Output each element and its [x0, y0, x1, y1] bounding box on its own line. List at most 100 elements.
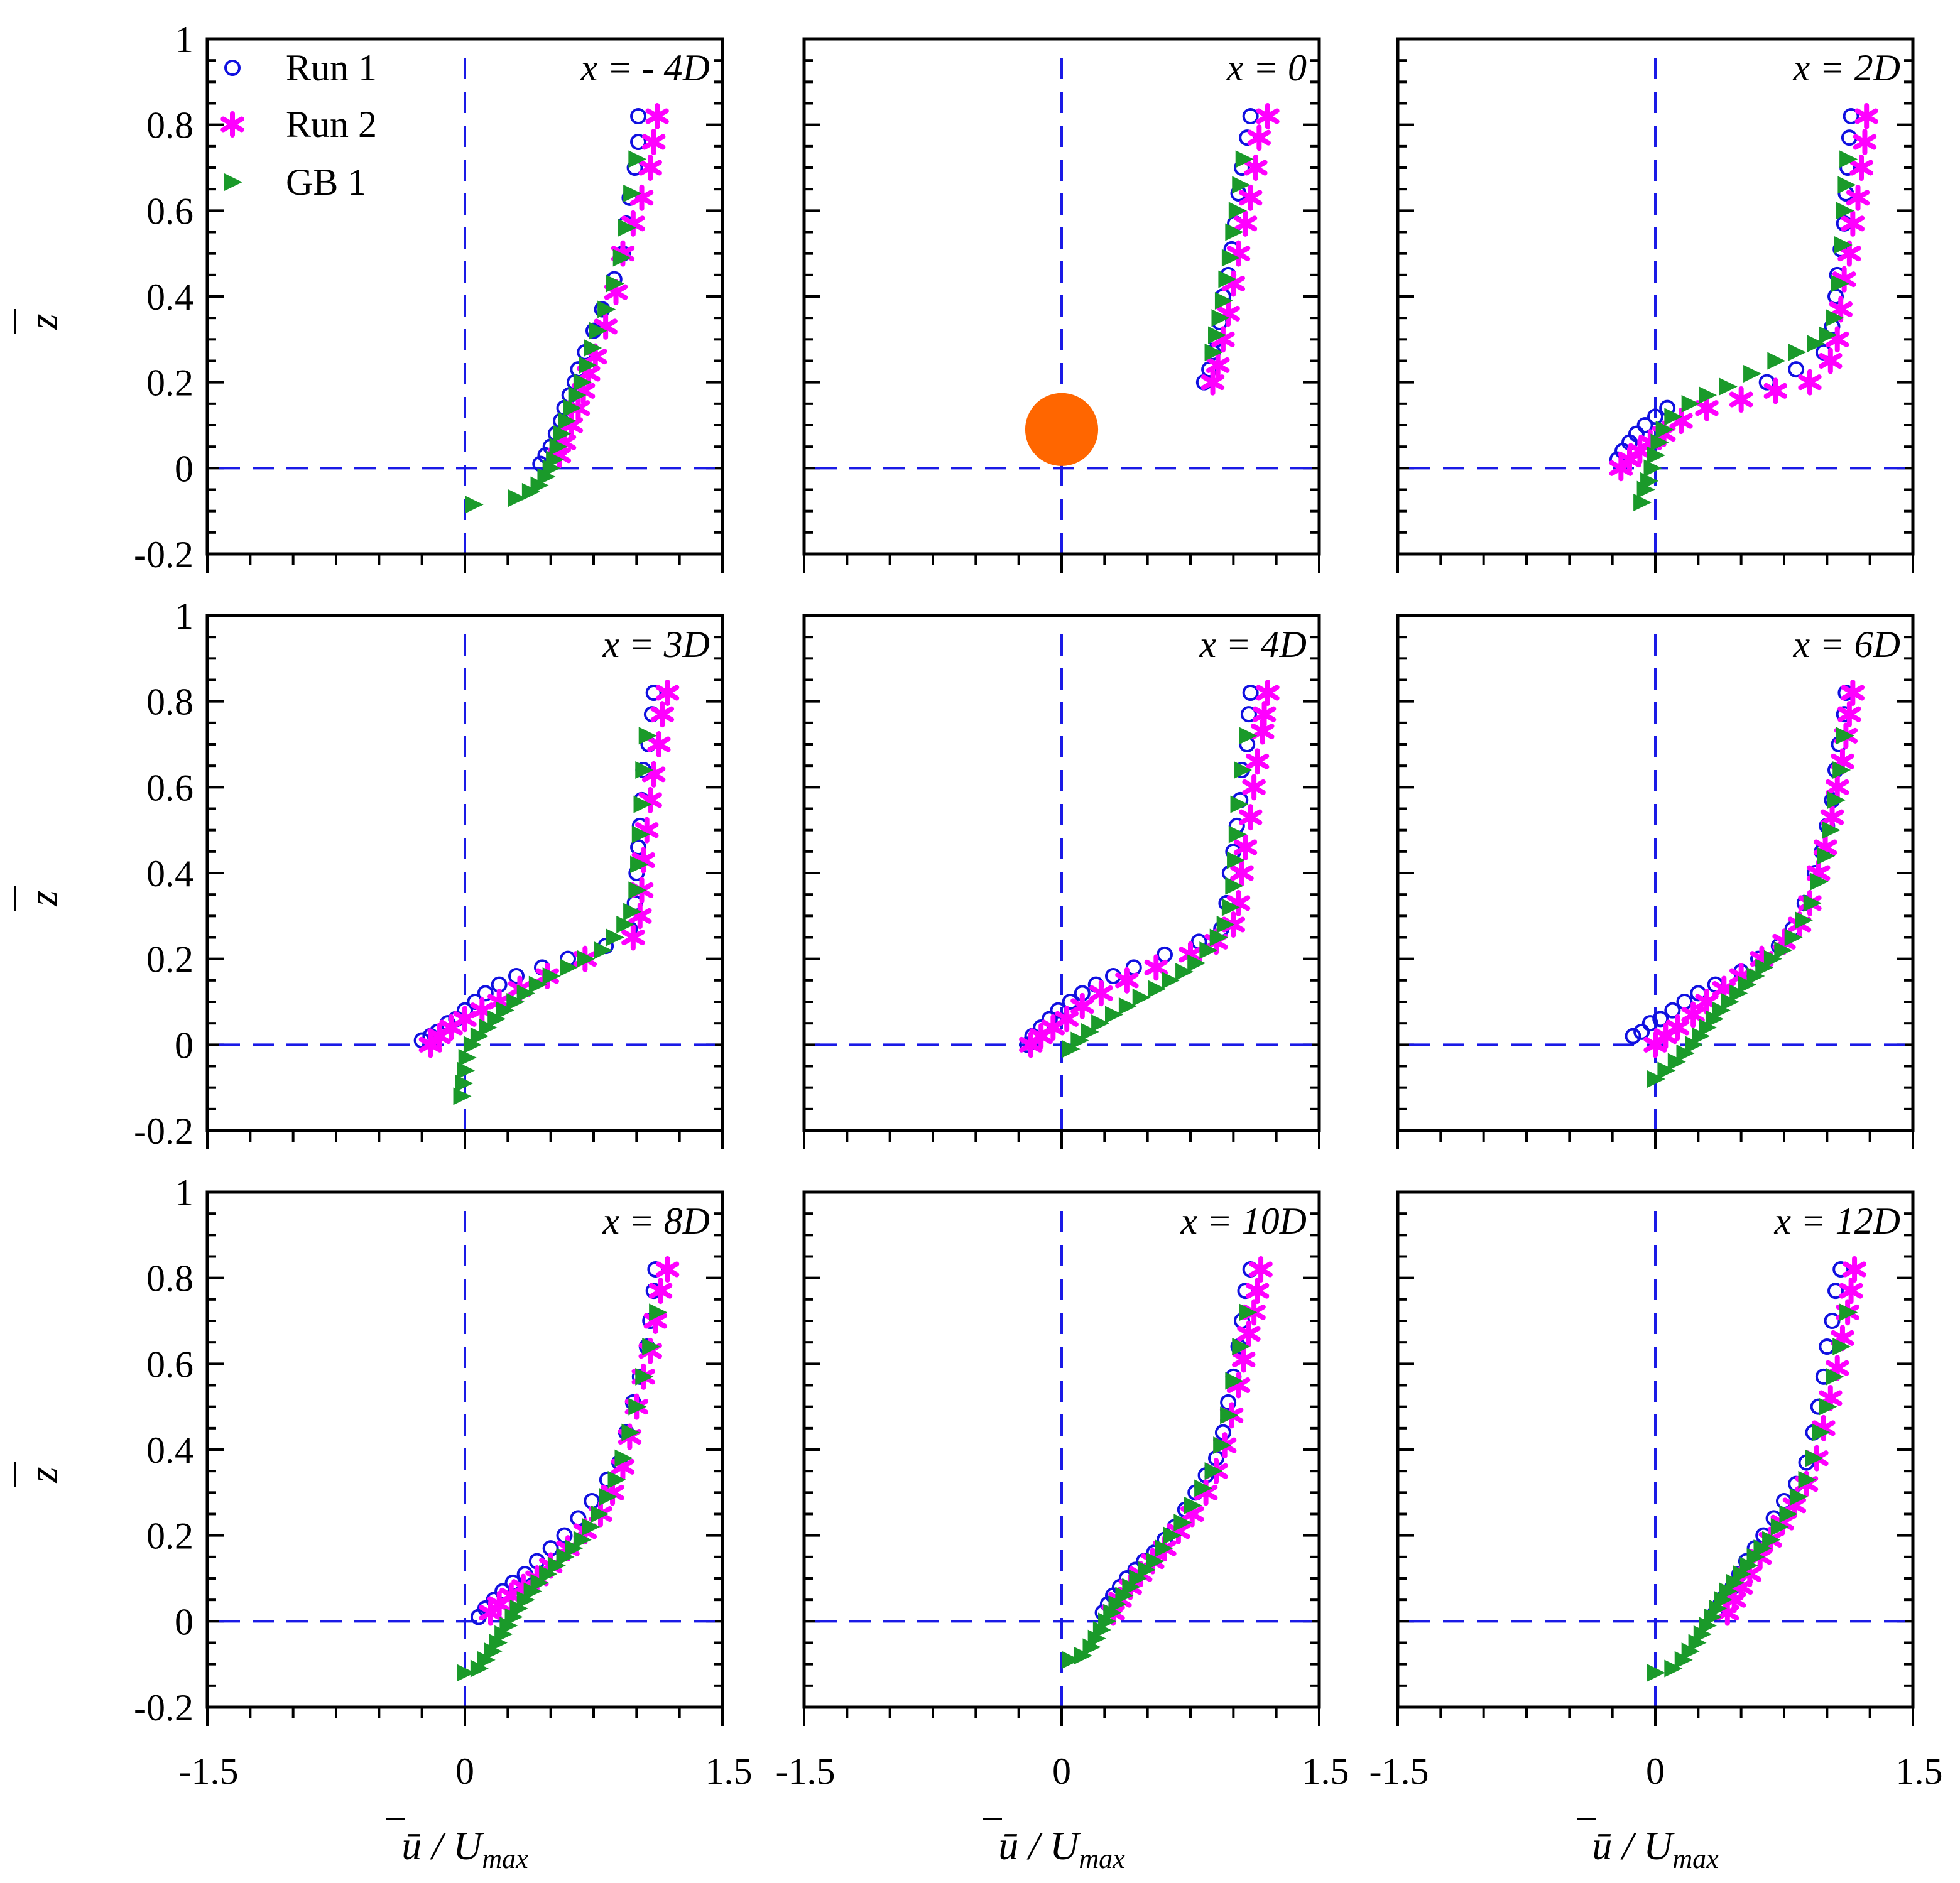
run2-point [1245, 748, 1270, 775]
gb1-point [606, 928, 624, 947]
panel-frame [205, 1190, 724, 1709]
run1-point [630, 134, 647, 150]
panels: x = - 4D -0.2 0 0.2 0.4 0.6 0.8 1 x = 0 x = 2D x =… [134, 19, 1942, 1792]
run2-point-stroke [1812, 1420, 1836, 1436]
gb1-point [1199, 941, 1218, 959]
gb1-point [1822, 821, 1841, 839]
x-tick-labels: -1.5 0 1.5 [1369, 1750, 1943, 1792]
gb1-point [628, 150, 647, 168]
y-tick-label: 0.4 [146, 1430, 193, 1471]
run2-point-stroke [1628, 443, 1652, 459]
gb1-point [1726, 1573, 1745, 1592]
gb1-point [1721, 993, 1740, 1011]
gb1-point [1826, 309, 1844, 327]
gb1-point [1740, 1556, 1758, 1575]
y-tick-labels: -0.2 0 0.2 0.4 0.6 0.8 1 [134, 595, 193, 1152]
run1-point [647, 1261, 664, 1278]
gb1-point [560, 958, 578, 977]
run2-point-stroke [1643, 1036, 1667, 1053]
run1-point [1647, 408, 1663, 425]
gb1-point [453, 1087, 472, 1105]
gb1-point [623, 185, 642, 202]
series-run2 [1019, 680, 1280, 1058]
run2-point-stroke [1839, 1283, 1863, 1299]
run2-point [1206, 352, 1230, 379]
gb1-point [1699, 1019, 1717, 1036]
gb1-point [1146, 1552, 1165, 1570]
gb1-point [1743, 365, 1762, 383]
gb1-point [631, 825, 650, 844]
y-axis-label-text: z [21, 890, 65, 906]
gb1-point [618, 219, 636, 237]
run2-point [621, 924, 645, 951]
gb1-point [591, 1505, 609, 1523]
x-tick-label: 0 [455, 1750, 474, 1792]
run2-point [1695, 394, 1719, 421]
run1-point [1240, 706, 1257, 723]
gb1-point [612, 249, 631, 267]
y-axis-label-text: z [21, 313, 65, 330]
gb1-point [494, 1625, 513, 1643]
gb1-point [623, 903, 642, 921]
gb1-point [530, 476, 549, 494]
run2-point-stroke [1729, 391, 1753, 408]
run1-point [1239, 129, 1256, 146]
y-tick-label: 0.6 [146, 1343, 193, 1385]
run2-point-stroke [1665, 1019, 1690, 1036]
x-axis-label-sub: max [1079, 1843, 1125, 1874]
panel-frame [1396, 614, 1915, 1132]
run2-point-stroke [1826, 779, 1849, 795]
run2-point-stroke [1226, 895, 1251, 911]
gb1-point [1640, 472, 1659, 490]
gb1-point [1838, 176, 1856, 194]
series-gb1 [1062, 727, 1258, 1058]
gb1-point [1239, 727, 1258, 745]
run2-point-stroke [638, 160, 662, 176]
panel-label: x = - 4D [580, 47, 710, 89]
gb1-point [477, 1651, 496, 1669]
gb1-point [628, 881, 647, 899]
gb1-point [1699, 386, 1717, 404]
gb1-point [1132, 989, 1151, 1007]
run1-point [556, 1527, 573, 1544]
run2-point-stroke [487, 994, 511, 1010]
run2-point-stroke [1782, 1497, 1807, 1514]
gb1-point [1692, 1027, 1711, 1045]
run2-point [1826, 774, 1849, 801]
gb1-point [1733, 1565, 1751, 1583]
gb1-point [628, 1397, 647, 1416]
gb1-point [516, 1591, 535, 1609]
gb1-point [1681, 1642, 1700, 1661]
gb1-point [1719, 377, 1738, 396]
series-run1 [1609, 108, 1859, 468]
run2-point [1256, 680, 1280, 706]
gb1-point [1709, 1599, 1728, 1617]
gb1-point [616, 916, 635, 933]
gb1-point [1225, 223, 1244, 241]
run1-point [1242, 685, 1259, 701]
gb1-point [489, 1634, 508, 1652]
gb1-point [1839, 1303, 1858, 1321]
run2-point-stroke [1237, 1326, 1261, 1342]
run2-point-stroke [220, 116, 244, 133]
gb1-point [487, 1010, 506, 1028]
gb1-point [1729, 984, 1748, 1002]
run2-point-stroke [635, 822, 659, 838]
legend-label: GB 1 [286, 161, 366, 203]
panel-9: x = 12D -1.5 0 1.5 [1369, 1190, 1943, 1792]
x-tick-label: 0 [1052, 1750, 1071, 1792]
panel-label: x = 0 [1226, 47, 1307, 89]
gb1-point [1784, 928, 1803, 947]
gb1-point [1795, 911, 1814, 930]
gb1-point [1122, 1578, 1141, 1596]
gb1-point [558, 412, 577, 430]
run2-point-stroke [1256, 685, 1280, 701]
run2-point-stroke [594, 318, 618, 335]
run2-point [1819, 347, 1843, 374]
run2-point-stroke [1831, 753, 1854, 769]
run2-point-stroke [1242, 779, 1266, 795]
run2-point [1854, 103, 1878, 129]
gb1-point [509, 1599, 528, 1617]
gb1-point [584, 339, 602, 357]
gb1-point [1108, 1595, 1127, 1613]
